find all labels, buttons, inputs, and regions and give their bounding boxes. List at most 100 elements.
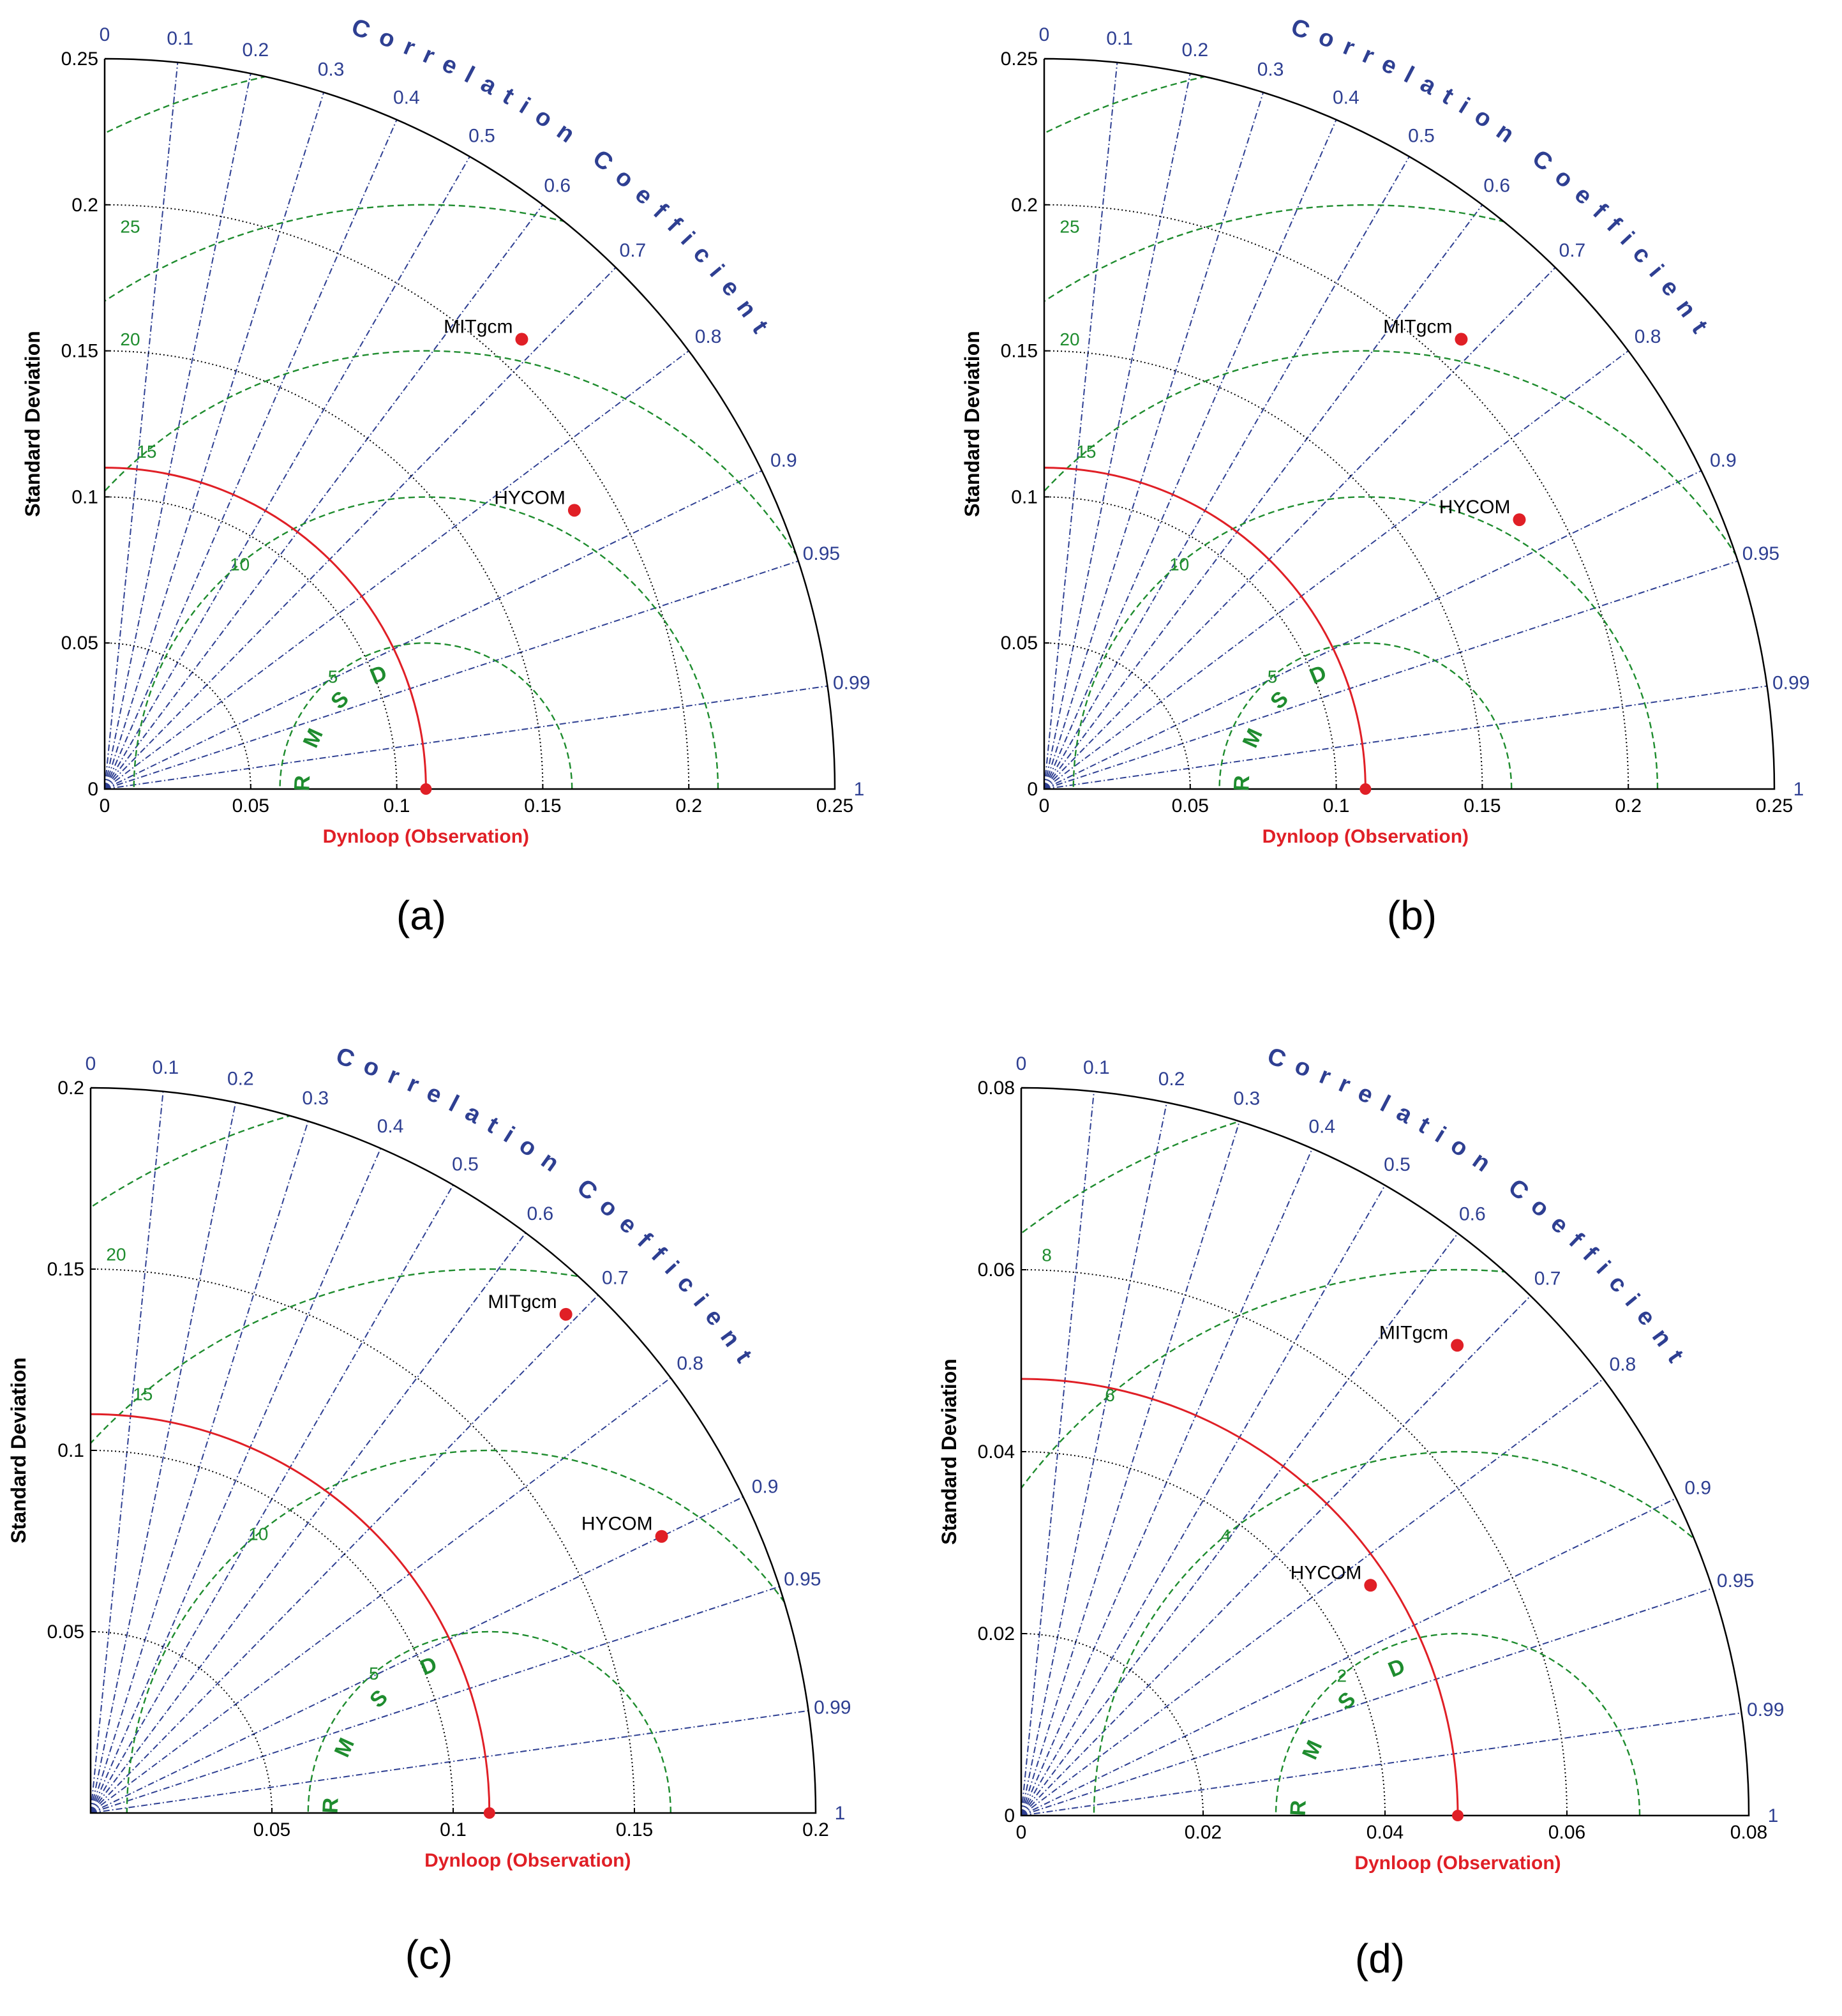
correlation-tick-label: 0.2 (1158, 1069, 1185, 1090)
rmsd-letter: D (367, 661, 391, 689)
correlation-tick-label: 0.2 (1182, 40, 1209, 61)
std-dev-arc (1021, 1269, 1568, 1816)
y-tick-label: 0.2 (1011, 195, 1038, 216)
correlation-tick-label: 0.3 (1234, 1088, 1261, 1109)
model-label-mitgcm: MITgcm (488, 1291, 557, 1313)
observation-point (1452, 1810, 1464, 1821)
rmsd-letter: D (417, 1652, 440, 1681)
taylor-panel-c: 0.050.10.150.20.05 0.1 0.15 0.20 0.10.20.30.… (7, 1042, 851, 1978)
rmsd-contour-labels: 2 4 6 8 (1042, 1245, 1347, 1686)
x-tick-label: 0.15 (1464, 795, 1501, 816)
std-arcs (1044, 204, 1629, 790)
y-axis-label: Standard Deviation (961, 331, 984, 517)
correlation-tick-label: 1 (1793, 779, 1804, 800)
rmsd-contour-label: 2 (1337, 1666, 1347, 1685)
rmsd-contour (1275, 1632, 1641, 1816)
correlation-tick-label: 0.99 (833, 672, 870, 693)
rmsd-letter: R (318, 1797, 343, 1814)
rmsd-contour-label: 15 (133, 1385, 153, 1404)
rmsd-contour (1044, 59, 1774, 789)
observation-std-arc (1044, 467, 1367, 790)
x-tick-label: 0.2 (675, 795, 702, 816)
y-tick-label: 0 (87, 779, 98, 800)
outer-boundary (89, 1087, 817, 1814)
model-point-hycom (1513, 513, 1526, 527)
model-point-mitgcm (1455, 333, 1468, 346)
rmsd-contour (126, 1449, 816, 1813)
y-tick-label: 0.05 (1001, 633, 1038, 654)
correlation-tick-label: 0.1 (167, 28, 193, 49)
correlation-rays (1044, 62, 1767, 790)
correlation-tick-label: 0 (1016, 1053, 1027, 1074)
x-tick-label: 0.06 (1548, 1822, 1585, 1843)
correlation-tick-label: 0.9 (1684, 1478, 1711, 1499)
correlation-tick-label: 0.7 (1559, 240, 1586, 261)
std-dev-arc (1044, 350, 1483, 790)
rmsd-contour-label: 20 (1060, 329, 1079, 349)
correlation-ray (90, 1710, 809, 1814)
rmsd-letter: M (299, 725, 328, 751)
rmsd-letter: R (1229, 775, 1254, 792)
taylor-panel-d: 00.020.040.060.080 0.02 0.04 0.06 0.080 0.10.… (938, 1042, 1784, 1982)
correlation-tick-label: 0 (100, 24, 110, 45)
correlation-tick-label: 0.6 (1459, 1204, 1486, 1225)
rmsd-contour (105, 350, 835, 789)
x-tick-label: 0.05 (253, 1819, 290, 1840)
correlation-ray (104, 92, 325, 790)
observation-std-arc (104, 467, 427, 790)
y-tick-label: 0.05 (61, 633, 98, 654)
y-tick-label: 0.2 (71, 195, 98, 216)
x-axis-label: Dynloop (Observation) (424, 1850, 631, 1871)
correlation-tick-label: 0.4 (1308, 1116, 1335, 1137)
rmsd-contours (91, 1088, 816, 1813)
x-tick-label: 0.02 (1185, 1822, 1222, 1843)
rmsd-letter: M (1238, 725, 1268, 751)
rmsd-letter: S (1266, 686, 1293, 714)
correlation-tick-label: 0.7 (602, 1268, 629, 1289)
x-axis-label: Dynloop (Observation) (323, 826, 529, 847)
rmsd-contour-labels: 5 10 15 20 25 (1060, 217, 1277, 687)
rmsd-contour-label: 15 (1076, 442, 1096, 462)
correlation-tick-label: 0 (1039, 24, 1050, 45)
x-tick-label: 0.25 (1756, 795, 1793, 816)
model-point-hycom (1364, 1579, 1377, 1592)
x-tick-label: 0.15 (616, 1819, 653, 1840)
correlation-tick-label: 0.5 (1384, 1154, 1411, 1175)
model-point-hycom (567, 504, 581, 517)
correlation-tick-label: 0.95 (803, 543, 840, 564)
correlation-ticks: 0 0.1 0.2 0.3 0.4 0.5 0.6 0.7 0.8 0.9 0.95 0.99 1 (86, 1053, 851, 1824)
std-dev-arc (1044, 496, 1337, 790)
model-label-hycom: HYCOM (581, 1514, 653, 1535)
model-point-mitgcm (559, 1307, 573, 1321)
correlation-ray (1021, 1712, 1742, 1816)
y-tick-label: 0.04 (978, 1441, 1015, 1463)
correlation-tick-label: 0.95 (1742, 543, 1779, 564)
y-tick-label: 0.02 (978, 1623, 1015, 1644)
x-ticks: 0.05 0.1 0.15 0.2 (253, 1808, 829, 1840)
correlation-ray (1044, 350, 1629, 790)
correlation-ray (1044, 73, 1191, 790)
model-point-mitgcm (515, 333, 528, 346)
correlation-ray (1021, 1498, 1677, 1816)
panel-label: (d) (1355, 1936, 1405, 1982)
x-tick-label: 0.08 (1730, 1822, 1767, 1843)
correlation-tick-label: 0.8 (1610, 1354, 1636, 1375)
correlation-tick-label: 1 (854, 779, 865, 800)
std-dev-arc (104, 204, 690, 790)
y-tick-label: 0.15 (47, 1259, 84, 1280)
correlation-ray (1044, 92, 1264, 790)
correlation-ray (90, 1232, 527, 1814)
correlation-tick-label: 0.4 (393, 87, 420, 109)
rmsd-contour-label: 10 (248, 1524, 268, 1544)
model-label-mitgcm: MITgcm (444, 316, 513, 337)
y-tick-label: 0.1 (1011, 486, 1038, 508)
std-dev-arc (104, 350, 544, 790)
std-dev-arc (90, 1450, 454, 1814)
y-tick-label: 0.2 (57, 1078, 84, 1099)
correlation-rays (1021, 1091, 1742, 1816)
y-tick-label: 0.05 (47, 1621, 84, 1643)
y-axis-label: Standard Deviation (7, 1357, 30, 1544)
rmsd-contour-label: 20 (106, 1245, 126, 1265)
panel-label: (a) (396, 892, 446, 938)
